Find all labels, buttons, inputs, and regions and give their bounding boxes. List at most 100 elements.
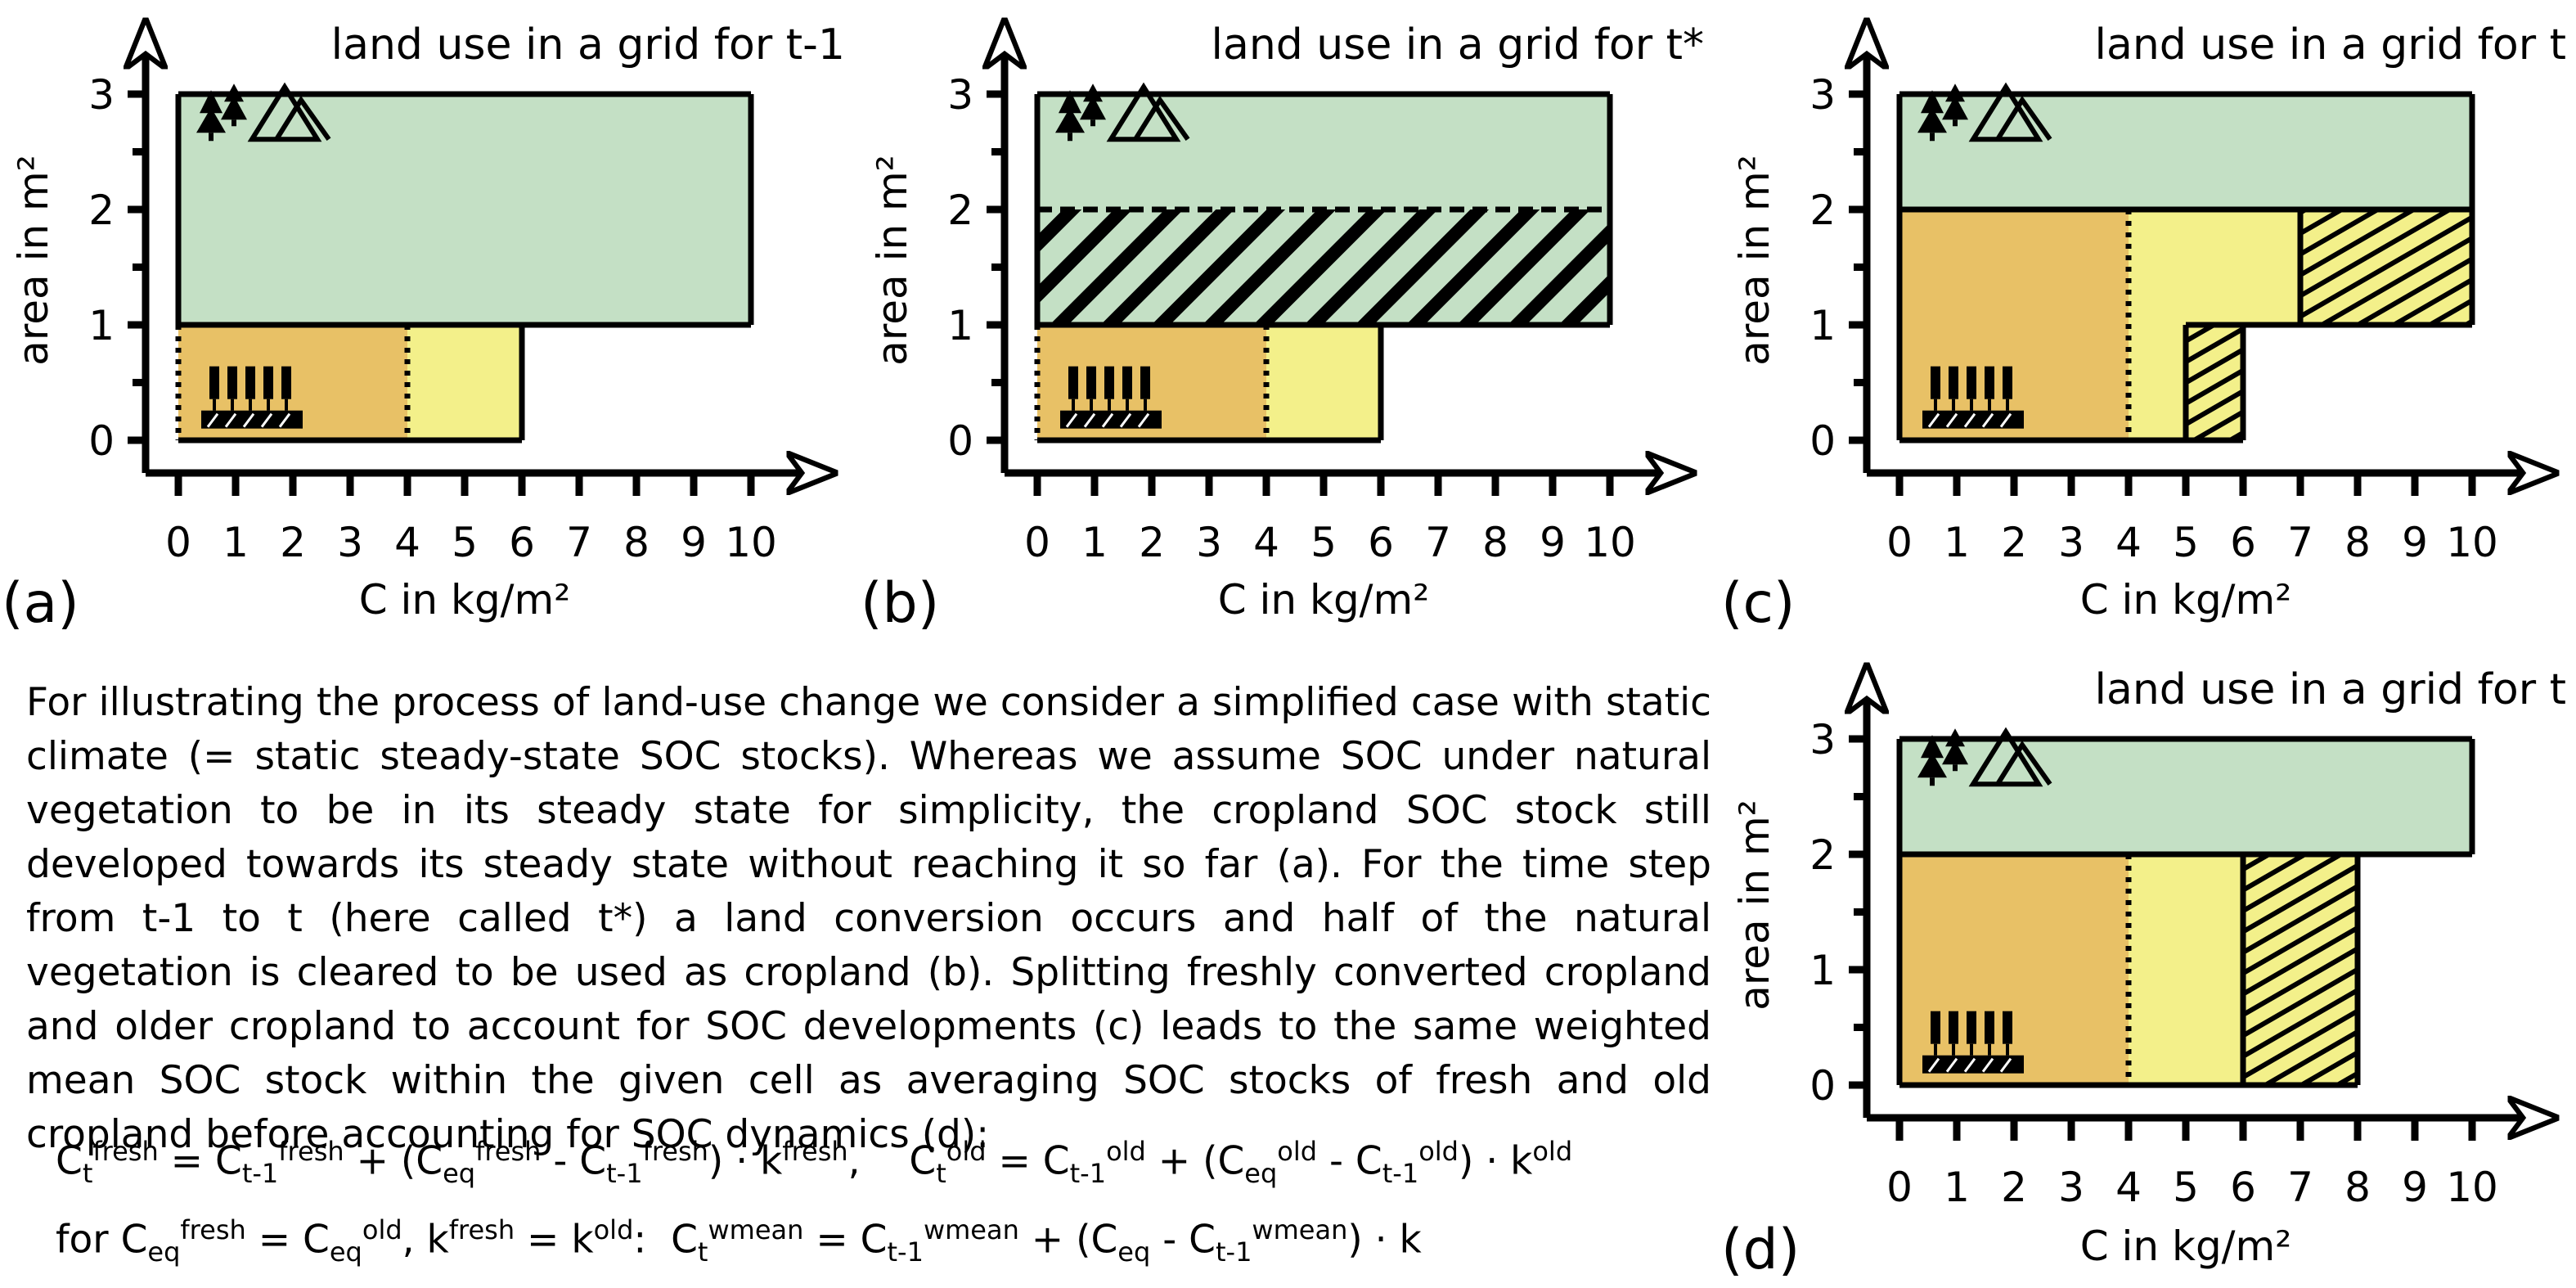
x-tick-label: 8 <box>2344 1164 2371 1211</box>
x-tick-label: 4 <box>2115 1164 2142 1211</box>
x-tick-label: 3 <box>2058 1164 2084 1211</box>
y-tick-label: 1 <box>88 302 115 349</box>
y-axis-label: area in m² <box>1731 799 1778 1011</box>
x-tick-label: 8 <box>2344 519 2371 566</box>
land-use-block <box>1037 94 1610 209</box>
crop-field-icon <box>200 364 304 430</box>
x-axis-label: C in kg/m² <box>359 576 571 624</box>
hatched-block <box>2243 854 2358 1085</box>
panel-letter: (d) <box>1721 1218 1800 1282</box>
crop-field-icon <box>1921 364 2025 430</box>
land-use-block <box>2129 209 2300 325</box>
land-use-block <box>178 94 751 325</box>
y-axis-label: area in m² <box>869 155 916 366</box>
y-tick-label: 0 <box>947 417 973 465</box>
x-tick-label: 0 <box>1024 519 1050 566</box>
x-tick-label: 4 <box>394 519 420 566</box>
x-tick-label: 6 <box>2230 1164 2256 1211</box>
x-tick-label: 9 <box>2402 519 2428 566</box>
x-axis-label: C in kg/m² <box>1218 576 1430 624</box>
equation-line-1: Ctfresh = Ct-1fresh + (Ceqfresh - Ct-1fr… <box>56 1136 1573 1190</box>
y-tick-label: 2 <box>1809 831 1836 879</box>
x-axis-label: C in kg/m² <box>2080 1223 2292 1270</box>
x-axis-label: C in kg/m² <box>2080 576 2292 624</box>
x-tick-label: 3 <box>2058 519 2084 566</box>
x-tick-label: 7 <box>2287 519 2313 566</box>
y-tick-label: 0 <box>1809 417 1836 465</box>
x-tick-label: 4 <box>1253 519 1279 566</box>
x-tick-label: 10 <box>1584 519 1636 566</box>
hatched-block <box>2300 209 2472 325</box>
x-tick-label: 3 <box>337 519 363 566</box>
x-tick-label: 0 <box>1886 1164 1913 1211</box>
x-tick-label: 2 <box>2001 519 2027 566</box>
x-tick-label: 10 <box>2446 519 2498 566</box>
x-tick-label: 0 <box>165 519 191 566</box>
x-tick-label: 10 <box>2446 1164 2498 1211</box>
x-tick-label: 5 <box>1310 519 1337 566</box>
y-tick-label: 2 <box>947 187 973 234</box>
x-tick-label: 5 <box>2173 519 2199 566</box>
y-tick-label: 3 <box>88 71 115 119</box>
y-tick-label: 0 <box>88 417 115 465</box>
land-use-block <box>1266 325 1381 440</box>
hatched-block <box>1037 209 1610 325</box>
x-tick-label: 8 <box>1482 519 1508 566</box>
panel-letter: (a) <box>2 571 79 636</box>
y-tick-label: 2 <box>88 187 115 234</box>
x-tick-label: 6 <box>1368 519 1394 566</box>
panel-title: land use in a grid for t-1 <box>331 20 845 70</box>
x-tick-label: 6 <box>2230 519 2256 566</box>
x-tick-label: 9 <box>681 519 707 566</box>
y-axis-label: area in m² <box>1731 155 1778 366</box>
panel-title: land use in a grid for t* <box>1212 20 1705 70</box>
land-use-block <box>2129 325 2186 440</box>
y-tick-label: 2 <box>1809 187 1836 234</box>
x-tick-label: 9 <box>2402 1164 2428 1211</box>
x-tick-label: 3 <box>1196 519 1222 566</box>
x-tick-label: 4 <box>2115 519 2142 566</box>
caption-paragraph-block: For illustrating the process of land-use… <box>26 676 1711 1162</box>
crop-field-icon <box>1059 364 1163 430</box>
panel-title: land use in a grid for t <box>2095 665 2567 714</box>
x-tick-label: 2 <box>2001 1164 2027 1211</box>
y-tick-label: 3 <box>1809 716 1836 763</box>
x-tick-label: 1 <box>1944 1164 1970 1211</box>
x-tick-label: 7 <box>1425 519 1451 566</box>
land-use-block <box>1899 94 2472 209</box>
x-tick-label: 10 <box>725 519 777 566</box>
x-tick-label: 0 <box>1886 519 1913 566</box>
x-tick-label: 2 <box>280 519 306 566</box>
y-tick-label: 1 <box>1809 947 1836 994</box>
x-tick-label: 9 <box>1540 519 1566 566</box>
y-axis-label: area in m² <box>10 155 57 366</box>
hatched-block <box>2186 325 2243 440</box>
y-tick-label: 0 <box>1809 1062 1836 1110</box>
land-use-block <box>1899 854 2129 1085</box>
x-tick-label: 8 <box>623 519 650 566</box>
land-use-block <box>1899 739 2472 854</box>
x-tick-label: 6 <box>509 519 535 566</box>
y-tick-label: 3 <box>947 71 973 119</box>
x-tick-label: 2 <box>1139 519 1165 566</box>
y-tick-label: 1 <box>1809 302 1836 349</box>
x-tick-label: 1 <box>1081 519 1108 566</box>
y-tick-label: 3 <box>1809 71 1836 119</box>
land-use-block <box>1899 209 2129 440</box>
x-tick-label: 1 <box>1944 519 1970 566</box>
land-use-block <box>407 325 522 440</box>
panel-letter: (b) <box>861 571 939 636</box>
x-tick-label: 7 <box>2287 1164 2313 1211</box>
x-tick-label: 5 <box>452 519 478 566</box>
x-tick-label: 5 <box>2173 1164 2199 1211</box>
y-tick-label: 1 <box>947 302 973 349</box>
x-tick-label: 7 <box>566 519 592 566</box>
equation-line-2: for Ceqfresh = Ceqold, kfresh = kold: Ct… <box>56 1214 1422 1268</box>
crop-field-icon <box>1921 1009 2025 1075</box>
x-tick-label: 1 <box>223 519 249 566</box>
